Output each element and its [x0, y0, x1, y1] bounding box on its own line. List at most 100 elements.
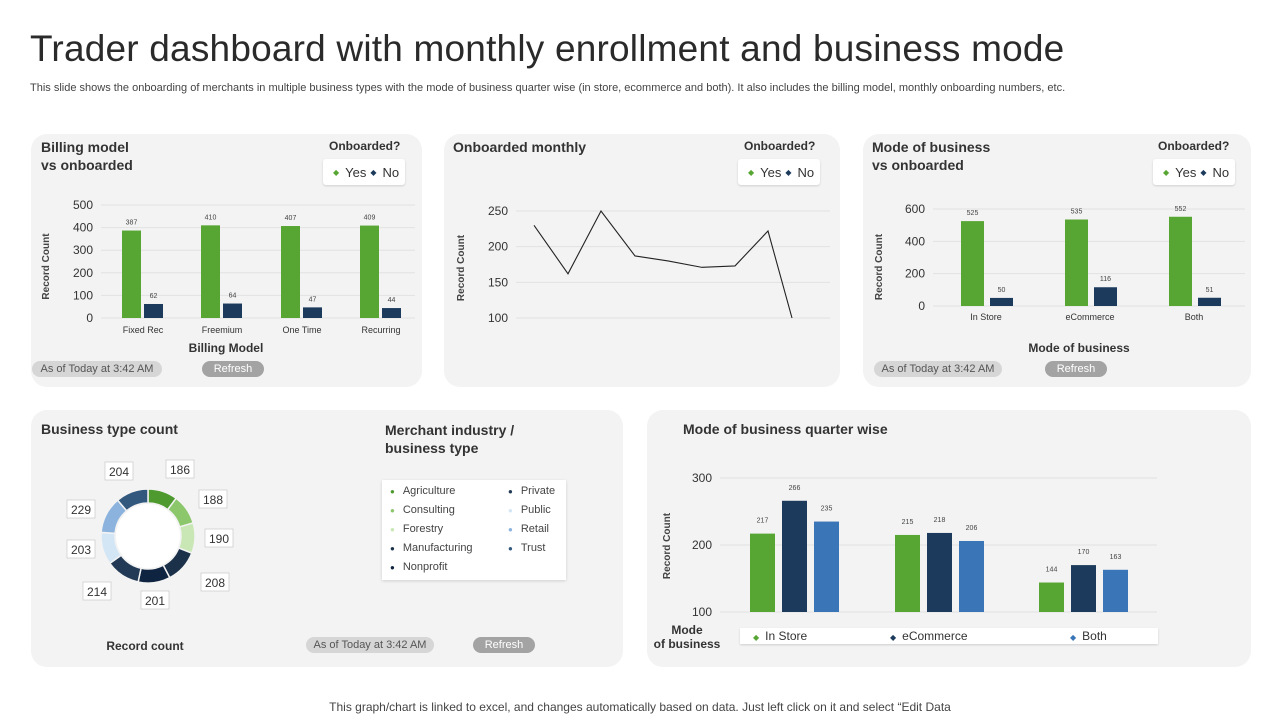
bar	[223, 303, 242, 318]
industry-legend: ● Agriculture ● Consulting ● Forestry ● Manufac…	[382, 480, 566, 580]
data-label: 50	[998, 287, 1006, 294]
data-label: 409	[364, 215, 376, 222]
legend-item: ◆ Both	[1070, 628, 1107, 646]
legend-item: ◆ eCommerce	[890, 628, 968, 646]
data-label: 116	[1100, 276, 1111, 283]
monthly-title: Onboarded monthly	[453, 139, 586, 155]
y-tick-label: 200	[488, 240, 508, 254]
data-label: 188	[203, 493, 223, 507]
data-label: 552	[1175, 206, 1187, 213]
legend-label: Public	[520, 504, 551, 516]
business-type-refresh-button[interactable]: Refresh	[473, 637, 535, 653]
y-axis-label: Record Count	[456, 234, 467, 301]
data-label: 44	[388, 297, 396, 304]
data-label: 218	[934, 517, 946, 524]
bar	[122, 230, 141, 318]
y-tick-label: 200	[692, 538, 712, 552]
y-tick-label: 200	[905, 267, 925, 281]
billing-onboarded-label: Onboarded?	[329, 139, 401, 153]
x-tick-label: In Store	[970, 312, 1002, 322]
data-label: 186	[170, 463, 190, 477]
x-axis-label: Billing Model	[189, 341, 264, 355]
monthly-legend: ◆ Yes ◆ No	[738, 159, 821, 185]
legend-label: Consulting	[402, 504, 455, 516]
x-tick-label: One Time	[282, 325, 321, 335]
y-axis-label: Record Count	[41, 233, 52, 300]
y-tick-label: 400	[73, 221, 93, 235]
donut-slice	[137, 564, 171, 584]
data-label: 208	[205, 576, 225, 590]
data-label-box	[66, 499, 96, 519]
data-label: 64	[229, 293, 237, 300]
y-axis-label: Record Count	[874, 233, 885, 300]
bar	[895, 534, 920, 612]
bar	[1169, 216, 1192, 306]
y-tick-label: 300	[692, 471, 712, 485]
data-label: 201	[145, 594, 165, 608]
data-label: 229	[71, 503, 91, 517]
bar	[281, 226, 300, 318]
data-label-box	[200, 572, 230, 592]
x-axis-label: of business	[654, 637, 721, 651]
quarter-title: Mode of business quarter wise	[683, 421, 888, 437]
billing-refresh-button[interactable]: Refresh	[202, 361, 264, 377]
mode-as-of: As of Today at 3:42 AM	[874, 361, 1002, 377]
legend-dot-icon: ●	[508, 525, 513, 534]
legend-dot-icon: ●	[390, 544, 395, 553]
data-label-box	[140, 590, 170, 610]
bar	[1094, 287, 1117, 306]
data-label: 266	[789, 485, 801, 492]
data-label: 62	[150, 293, 158, 300]
legend-item: ● Agriculture	[390, 485, 455, 497]
billing-as-of: As of Today at 3:42 AM	[32, 361, 162, 377]
legend-dot-icon: ◆	[753, 633, 760, 642]
bar	[959, 540, 984, 612]
mode-legend: ◆ Yes ◆ No	[1153, 159, 1236, 185]
data-label: 407	[285, 215, 297, 222]
data-label: 47	[309, 296, 317, 303]
data-label: 214	[87, 585, 107, 599]
data-label-box	[165, 459, 195, 479]
monthly-onboarded-label: Onboarded?	[744, 139, 816, 153]
donut-hole	[116, 504, 180, 568]
data-label: 235	[821, 506, 833, 513]
bar	[201, 225, 220, 318]
data-label: 190	[209, 532, 229, 546]
y-tick-label: 100	[692, 605, 712, 619]
bar	[303, 307, 322, 318]
no-dot-icon: ◆	[1200, 167, 1207, 177]
mode-title: Mode of business vs onboarded	[872, 139, 991, 173]
legend-dot-icon: ◆	[890, 633, 897, 642]
y-tick-label: 600	[905, 202, 925, 216]
y-tick-label: 0	[918, 299, 925, 313]
page-subtitle: This slide shows the onboarding of merch…	[30, 82, 1066, 94]
data-label-box	[66, 539, 96, 559]
bar	[990, 297, 1013, 306]
legend-dot-icon: ●	[390, 487, 395, 496]
data-label-box	[204, 528, 234, 548]
x-tick-label: Freemium	[202, 325, 243, 335]
legend-dot-icon: ●	[390, 563, 395, 572]
y-tick-label: 200	[73, 266, 93, 280]
legend-label: In Store	[765, 629, 808, 643]
legend-dot-icon: ●	[390, 525, 395, 534]
legend-item: ◆ In Store	[753, 628, 807, 646]
bar	[1071, 565, 1096, 612]
legend-item: ● Trust	[508, 542, 546, 554]
y-axis-label: Record Count	[662, 512, 673, 579]
bar	[1198, 297, 1221, 306]
x-axis-label: Mode of business	[1028, 341, 1130, 355]
data-label: 204	[109, 465, 129, 479]
data-label-box	[198, 489, 228, 509]
bar	[144, 303, 163, 318]
legend-dot-icon: ●	[508, 506, 513, 515]
bar	[782, 500, 807, 612]
mode-refresh-button[interactable]: Refresh	[1045, 361, 1107, 377]
bar	[1039, 582, 1064, 612]
data-label: 51	[1206, 287, 1214, 294]
legend-dot-icon: ●	[508, 487, 513, 496]
legend-label: Both	[1082, 629, 1107, 643]
yes-dot-icon: ◆	[1163, 167, 1170, 177]
legend-dot-icon: ●	[390, 506, 395, 515]
